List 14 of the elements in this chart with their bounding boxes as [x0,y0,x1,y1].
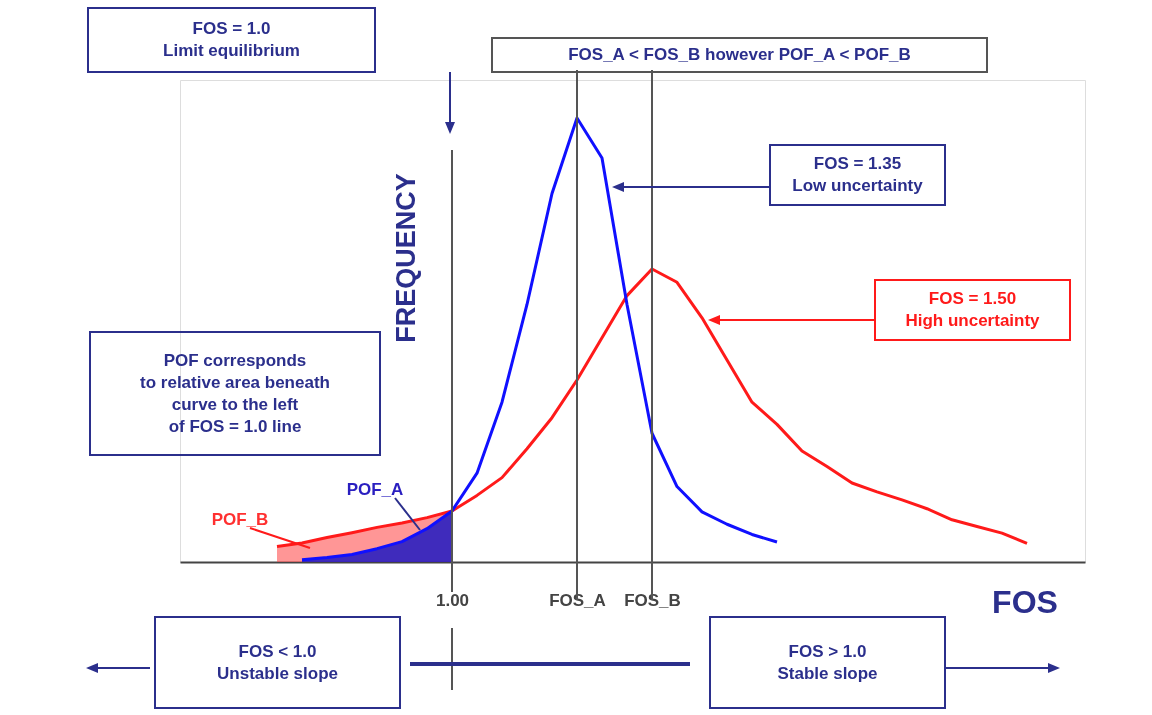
x-tick-label: FOS_A [549,590,606,610]
annotation: FOS = 1.50 High uncertainty [905,289,1041,330]
text: FOS_A < FOS_B however POF_A < POF_B [568,45,911,64]
x-tick-label: 1.00 [435,590,470,610]
x-axis-title: FOS [992,584,1058,620]
text: POF_A [346,480,404,499]
text: FOS > 1.0 Stable slope [777,641,878,683]
y-axis-title: FREQUENCY [391,173,421,343]
annotation: POF corresponds to relative area beneath curve to the left of FOS = 1.0 line [140,350,330,436]
text: FOS = 1.0 Limit equilibrium [163,19,300,60]
annotation: FOS = 1.35 Low uncertainty [792,154,924,195]
series-label: POF_B [211,510,269,529]
text: FOS < 1.0 Unstable slope [217,641,338,683]
x-tick-label: FOS_B [624,590,681,610]
